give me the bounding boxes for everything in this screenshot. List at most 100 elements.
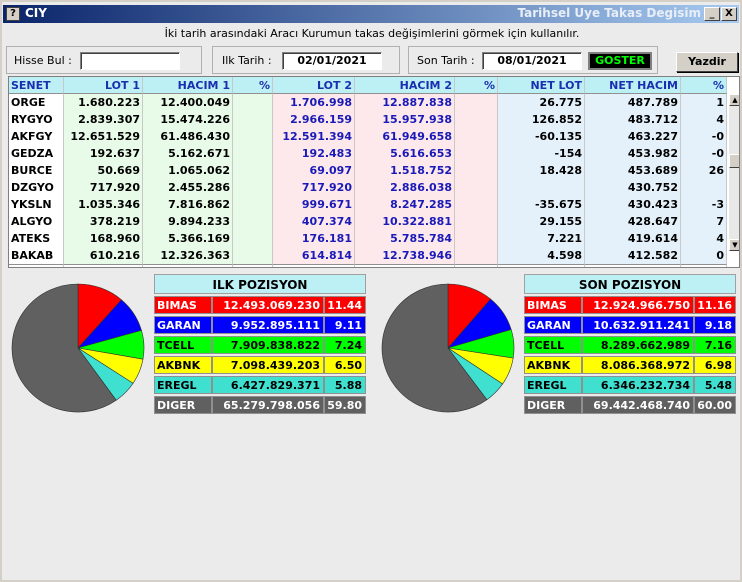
position-percent: 11.16	[694, 296, 736, 314]
cell-lot2: 717.920	[273, 179, 355, 196]
title-bar[interactable]: ? CIY Tarihsel Uye Takas Degisim _ X	[3, 5, 739, 23]
hisse-label: Hisse Bul :	[14, 54, 72, 67]
cell-net-lot: 126.852	[498, 111, 585, 128]
cell-pct3: 4	[681, 111, 727, 128]
column-header-pct3: %	[681, 77, 727, 94]
position-symbol: GARAN	[154, 316, 212, 334]
table-row[interactable]: YKSLN 1.035.346 7.816.862 999.671 8.247.285 -…	[9, 196, 729, 213]
yazdir-button[interactable]: Yazdir	[676, 52, 738, 72]
window-title: CIY	[25, 6, 47, 20]
cell-lot1: 378.219	[64, 213, 143, 230]
ilk-pozisyon-pie-chart	[11, 283, 145, 413]
ilk-tarih-label: Ilk Tarih :	[222, 54, 272, 67]
cell-lot2: 69.097	[273, 162, 355, 179]
cell-pct3: 4	[681, 230, 727, 247]
cell-lot1: 610.216	[64, 247, 143, 264]
scroll-thumb[interactable]	[729, 154, 739, 168]
table-row[interactable]: DZGYO 717.920 2.455.286 717.920 2.886.038 430…	[9, 179, 729, 196]
table-row[interactable]: AKFGY 12.651.529 61.486.430 12.591.394 61.94…	[9, 128, 729, 145]
cell-lot1: 12.651.529	[64, 128, 143, 145]
table-row[interactable]: RYGYO 2.839.307 15.474.226 2.966.159 15.957.…	[9, 111, 729, 128]
system-menu-icon[interactable]: ?	[6, 7, 20, 21]
position-percent: 7.16	[694, 336, 736, 354]
position-value: 6.346.232.734	[582, 376, 694, 394]
position-value: 7.909.838.822	[212, 336, 324, 354]
hisse-search-input[interactable]	[80, 52, 180, 70]
son-pozisyon-title: SON POZISYON	[524, 274, 736, 294]
cell-hacim1: 7.816.862	[143, 196, 233, 213]
cell-hacim1: 5.366.169	[143, 230, 233, 247]
cell-lot2: 2.966.159	[273, 111, 355, 128]
cell-pct1	[233, 230, 273, 247]
cell-pct1	[233, 179, 273, 196]
son-tarih-group	[408, 46, 658, 74]
cell-pct2	[455, 111, 498, 128]
cell-pct2	[455, 213, 498, 230]
cell-senet: DZGYO	[9, 179, 64, 196]
cell-hacim2: 115.722.611.429	[355, 264, 455, 267]
close-button[interactable]: X	[721, 7, 737, 21]
position-value: 12.924.966.750	[582, 296, 694, 314]
cell-net-hacim: 453.982	[585, 145, 681, 162]
cell-pct1	[233, 111, 273, 128]
table-header[interactable]: SENET LOT 1 HACIM 1% LOT 2 HACIM 2% NET LOT NE…	[9, 77, 729, 94]
cell-net-hacim	[585, 264, 681, 267]
table-row[interactable]: ATEKS 168.960 5.366.169 176.181 5.785.784 7.2…	[9, 230, 729, 247]
pie-slice-diger	[381, 283, 488, 413]
ilk-tarih-input[interactable]: 02/01/2021	[282, 52, 382, 70]
scroll-down-icon[interactable]: ▼	[729, 239, 739, 251]
cell-lot2: 192.483	[273, 145, 355, 162]
column-header-hacim1: HACIM 1	[143, 77, 233, 94]
position-symbol: EREGL	[524, 376, 582, 394]
son-pozisyon-pie-chart	[381, 283, 515, 413]
position-symbol: AKBNK	[154, 356, 212, 374]
position-value: 65.279.798.056	[212, 396, 324, 414]
cell-net-hacim: 483.712	[585, 111, 681, 128]
cell-lot1: 2.839.307	[64, 111, 143, 128]
cell-hacim2: 1.518.752	[355, 162, 455, 179]
position-value: 8.289.662.989	[582, 336, 694, 354]
cell-hacim1: 9.894.233	[143, 213, 233, 230]
table-row[interactable]: BURCE 50.669 1.065.062 69.097 1.518.752 18.42…	[9, 162, 729, 179]
son-tarih-label: Son Tarih :	[417, 54, 475, 67]
cell-hacim1: 1.065.062	[143, 162, 233, 179]
cell-pct2	[455, 196, 498, 213]
table-totals-row[interactable]: 9.051.557.18609.161.869.795100,009.305.2…	[9, 264, 729, 267]
cell-lot2: 12.591.394	[273, 128, 355, 145]
cell-lot1: 1.680.223	[64, 94, 143, 111]
cell-pct2	[455, 145, 498, 162]
cell-senet: ATEKS	[9, 230, 64, 247]
cell-hacim2: 2.886.038	[355, 179, 455, 196]
cell-net-hacim: 428.647	[585, 213, 681, 230]
cell-net-lot: 29.155	[498, 213, 585, 230]
hisse-group	[6, 46, 202, 74]
cell-hacim2: 10.322.881	[355, 213, 455, 230]
vertical-scrollbar[interactable]: ▲ ▼	[729, 94, 739, 251]
table-row[interactable]: BAKAB 610.216 12.326.363 614.814 12.738.946 4…	[9, 247, 729, 264]
table-row[interactable]: ALGYO 378.219 9.894.233 407.374 10.322.881 29…	[9, 213, 729, 230]
cell-lot1: 1.035.346	[64, 196, 143, 213]
minimize-button[interactable]: _	[704, 7, 720, 21]
cell-hacim1: 12.400.049	[143, 94, 233, 111]
cell-net-lot: 7.221	[498, 230, 585, 247]
takas-table[interactable]: SENET LOT 1 HACIM 1% LOT 2 HACIM 2% NET LOT NE…	[8, 76, 740, 268]
position-percent: 9.18	[694, 316, 736, 334]
pie-slice-diger	[11, 283, 117, 413]
table-row[interactable]: ORGE 1.680.223 12.400.049 1.706.998 12.887.8…	[9, 94, 729, 111]
position-symbol: TCELL	[524, 336, 582, 354]
cell-hacim1: 5.162.671	[143, 145, 233, 162]
column-header-senet: SENET	[9, 77, 64, 94]
cell-net-lot: -154	[498, 145, 585, 162]
cell-net-hacim: 430.423	[585, 196, 681, 213]
cell-senet: RYGYO	[9, 111, 64, 128]
cell-lot1: 50.669	[64, 162, 143, 179]
son-tarih-input[interactable]: 08/01/2021	[482, 52, 582, 70]
position-percent: 59.80	[324, 396, 366, 414]
goster-button[interactable]: GOSTER	[588, 52, 652, 70]
table-row[interactable]: GEDZA 192.637 5.162.671 192.483 5.616.653 -15…	[9, 145, 729, 162]
position-symbol: AKBNK	[524, 356, 582, 374]
cell-pct1	[233, 196, 273, 213]
scroll-up-icon[interactable]: ▲	[729, 94, 739, 106]
cell-lot1: 192.637	[64, 145, 143, 162]
position-percent: 9.11	[324, 316, 366, 334]
